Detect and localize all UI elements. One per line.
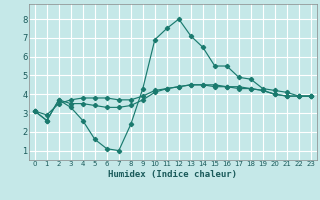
X-axis label: Humidex (Indice chaleur): Humidex (Indice chaleur) xyxy=(108,170,237,179)
